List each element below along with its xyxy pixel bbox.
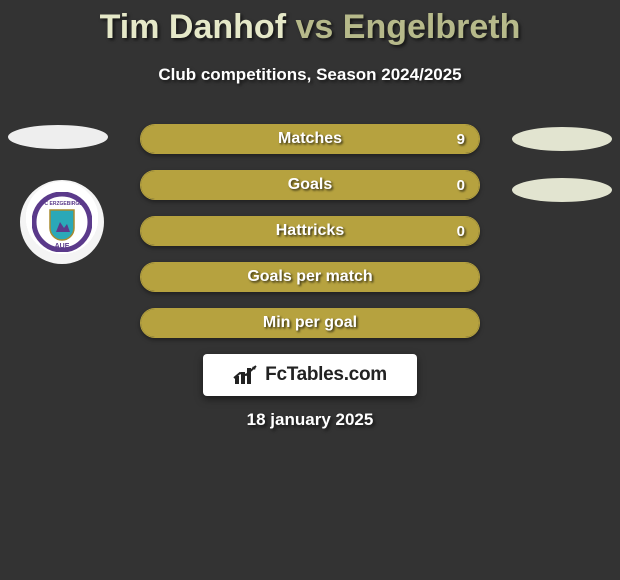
erzgebirge-aue-crest-icon: FC ERZGEBIRGE AUE [32, 192, 92, 252]
stat-label: Goals per match [247, 268, 372, 286]
stat-row-goals: Goals 0 [140, 170, 480, 200]
player2-club-placeholder [512, 178, 612, 202]
stat-label: Min per goal [263, 314, 357, 332]
brand-attribution[interactable]: FcTables.com [203, 354, 417, 396]
svg-text:FC ERZGEBIRGE: FC ERZGEBIRGE [41, 201, 83, 207]
stat-row-hattricks: Hattricks 0 [140, 216, 480, 246]
player2-avatar-placeholder [512, 127, 612, 151]
stat-label: Matches [278, 130, 342, 148]
stat-value: 0 [457, 171, 465, 199]
player1-name: Tim Danhof [100, 8, 286, 46]
player2-name: Engelbreth [343, 8, 521, 46]
bar-chart-icon [233, 364, 259, 386]
stat-row-matches: Matches 9 [140, 124, 480, 154]
generated-date: 18 january 2025 [0, 410, 620, 430]
page-title: Tim Danhof vs Engelbreth [0, 0, 620, 47]
stat-label: Hattricks [276, 222, 344, 240]
player1-club-badge: FC ERZGEBIRGE AUE [20, 180, 104, 264]
stat-row-goals-per-match: Goals per match [140, 262, 480, 292]
subtitle: Club competitions, Season 2024/2025 [0, 65, 620, 85]
stats-container: Matches 9 Goals 0 Hattricks 0 Goals per … [140, 124, 480, 354]
brand-text: FcTables.com [265, 364, 387, 386]
player1-avatar-placeholder [8, 125, 108, 149]
stat-value: 9 [457, 125, 465, 153]
vs-text: vs [295, 8, 333, 46]
stat-row-min-per-goal: Min per goal [140, 308, 480, 338]
stat-label: Goals [288, 176, 332, 194]
stat-value: 0 [457, 217, 465, 245]
svg-text:AUE: AUE [55, 243, 70, 250]
